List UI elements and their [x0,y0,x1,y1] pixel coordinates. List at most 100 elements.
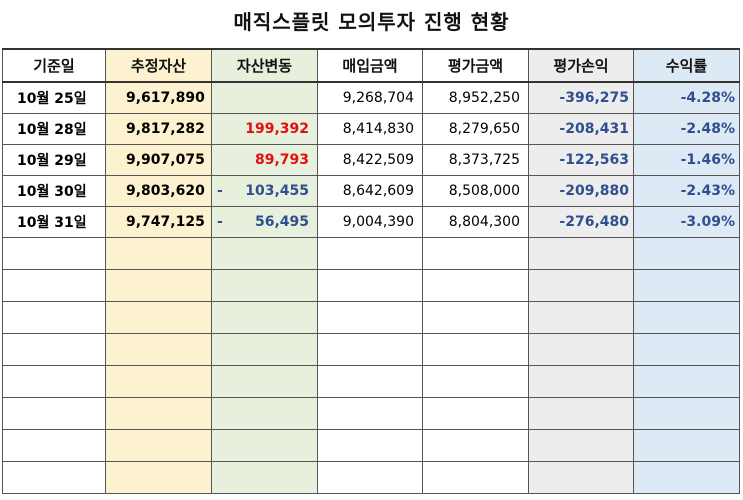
cell-asset-change: 199,392 [211,112,318,145]
empty-cell [528,236,634,270]
empty-cell [422,460,529,494]
header-return-rate: 수익률 [633,48,740,83]
empty-cell [422,428,529,462]
table-row: 10월 29일 9,907,075 89,793 8,422,509 8,373… [2,143,740,176]
empty-cell [2,236,106,270]
header-date: 기준일 [2,48,106,83]
empty-cell [422,396,529,430]
change-sign: - [217,213,223,230]
empty-cell [528,396,634,430]
cell-return-rate: -2.48% [633,112,740,145]
empty-cell [528,300,634,334]
empty-cell [317,268,423,302]
cell-valuation-amount: 8,952,250 [422,81,529,114]
empty-cell [211,300,318,334]
table-row: 10월 28일 9,817,282 199,392 8,414,830 8,27… [2,112,740,145]
empty-row [2,268,740,302]
cell-valuation-amount: 8,804,300 [422,205,529,238]
header-purchase-amount: 매입금액 [317,48,423,83]
header-valuation-pl: 평가손익 [528,48,634,83]
empty-cell [2,300,106,334]
cell-valuation-amount: 8,373,725 [422,143,529,176]
empty-row [2,460,740,494]
cell-purchase-amount: 8,414,830 [317,112,423,145]
cell-date: 10월 28일 [2,112,106,145]
empty-cell [422,364,529,398]
cell-date: 10월 30일 [2,174,106,207]
cell-date: 10월 31일 [2,205,106,238]
empty-cell [633,396,740,430]
cell-return-rate: -3.09% [633,205,740,238]
empty-cell [211,236,318,270]
empty-cell [422,332,529,366]
cell-purchase-amount: 8,422,509 [317,143,423,176]
empty-cell [317,460,423,494]
empty-cell [105,300,212,334]
cell-asset-change [211,81,318,114]
cell-date: 10월 25일 [2,81,106,114]
header-asset-change: 자산변동 [211,48,318,83]
cell-date: 10월 29일 [2,143,106,176]
empty-cell [2,428,106,462]
empty-cell [528,268,634,302]
cell-valuation-pl: -209,880 [528,174,634,207]
empty-cell [528,428,634,462]
change-value: 103,455 [245,182,309,199]
empty-row [2,300,740,334]
cell-return-rate: -4.28% [633,81,740,114]
empty-cell [422,300,529,334]
empty-cell [211,332,318,366]
empty-cell [211,460,318,494]
table-row: 10월 31일 9,747,125 - 56,495 9,004,390 8,80… [2,205,740,238]
cell-return-rate: -1.46% [633,143,740,176]
empty-cell [317,332,423,366]
empty-cell [633,268,740,302]
empty-cell [633,300,740,334]
cell-valuation-pl: -208,431 [528,112,634,145]
empty-cell [633,364,740,398]
empty-row [2,396,740,430]
empty-row [2,364,740,398]
header-estimated-assets: 추정자산 [105,48,212,83]
empty-cell [422,268,529,302]
empty-cell [633,236,740,270]
cell-estimated-assets: 9,747,125 [105,205,212,238]
cell-valuation-pl: -396,275 [528,81,634,114]
empty-cell [2,460,106,494]
cell-asset-change: 89,793 [211,143,318,176]
empty-cell [633,460,740,494]
empty-cell [317,300,423,334]
cell-estimated-assets: 9,803,620 [105,174,212,207]
empty-cell [528,364,634,398]
empty-cell [105,364,212,398]
empty-cell [633,332,740,366]
empty-row [2,236,740,270]
cell-estimated-assets: 9,817,282 [105,112,212,145]
change-sign: - [217,182,223,199]
cell-return-rate: -2.43% [633,174,740,207]
empty-cell [105,332,212,366]
empty-cell [2,364,106,398]
empty-cell [317,396,423,430]
cell-estimated-assets: 9,617,890 [105,81,212,114]
table-row: 10월 25일 9,617,890 9,268,704 8,952,250 -3… [2,81,740,114]
cell-valuation-pl: -122,563 [528,143,634,176]
change-value: 56,495 [254,213,309,230]
cell-valuation-amount: 8,279,650 [422,112,529,145]
cell-purchase-amount: 9,268,704 [317,81,423,114]
cell-asset-change: - 56,495 [211,205,318,238]
empty-cell [422,236,529,270]
empty-cell [2,268,106,302]
header-row: 기준일 추정자산 자산변동 매입금액 평가금액 평가손익 수익률 [2,48,740,83]
empty-cell [317,364,423,398]
empty-cell [211,268,318,302]
empty-cell [2,332,106,366]
empty-cell [105,236,212,270]
empty-cell [528,332,634,366]
empty-row [2,332,740,366]
page-title: 매직스플릿 모의투자 진행 현황 [233,10,510,34]
change-value: 199,392 [245,120,309,137]
empty-cell [528,460,634,494]
table-row: 10월 30일 9,803,620 - 103,455 8,642,609 8,5… [2,174,740,207]
empty-cell [317,236,423,270]
